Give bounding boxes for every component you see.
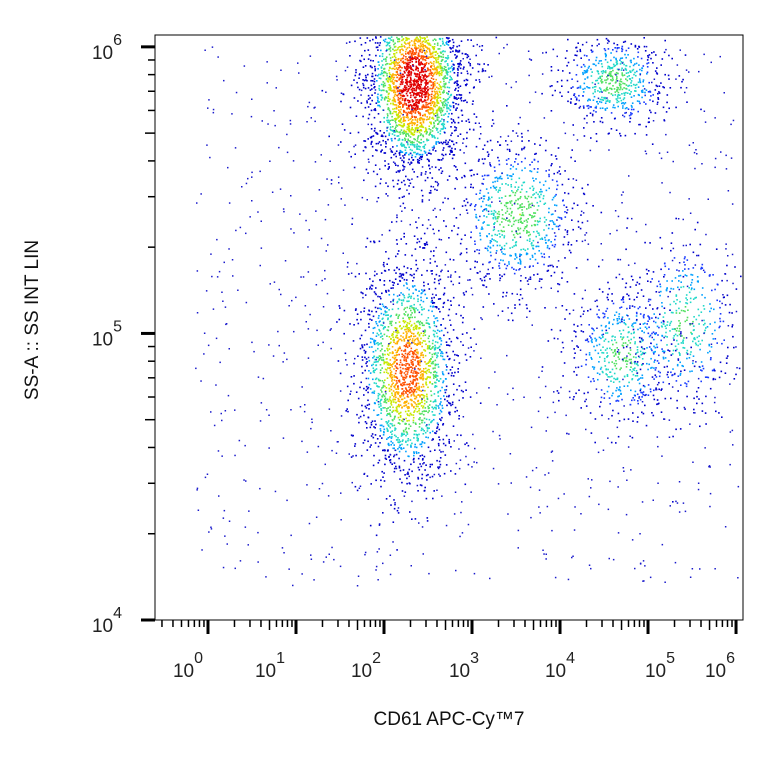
x-tick-label-3: 103 [449, 650, 479, 682]
population-2 [336, 185, 514, 551]
x-tick-label-2: 102 [351, 650, 381, 682]
population-4 [530, 37, 702, 156]
x-tick-label-0: 100 [173, 650, 203, 682]
y-axis-label: SS-A :: SS INT LIN [22, 240, 43, 400]
tick-marks [141, 45, 738, 634]
x-tick-label-6: 106 [705, 650, 735, 682]
x-axis-label: CD61 APC-Cy™7 [374, 709, 525, 730]
population-6 [605, 217, 742, 430]
x-tick-label-4: 104 [545, 650, 575, 682]
x-tick-label-5: 105 [645, 650, 675, 682]
x-tick-label-1: 101 [255, 650, 285, 682]
population-5 [541, 258, 696, 503]
y-tick-label-1: 105 [92, 318, 122, 350]
plot-frame [154, 34, 744, 621]
y-tick-label-0: 104 [92, 605, 122, 637]
plot-area [195, 36, 742, 587]
y-tick-label-2: 106 [92, 32, 122, 64]
population-1 [321, 36, 498, 249]
population-3 [421, 105, 629, 340]
background-events [195, 41, 740, 587]
